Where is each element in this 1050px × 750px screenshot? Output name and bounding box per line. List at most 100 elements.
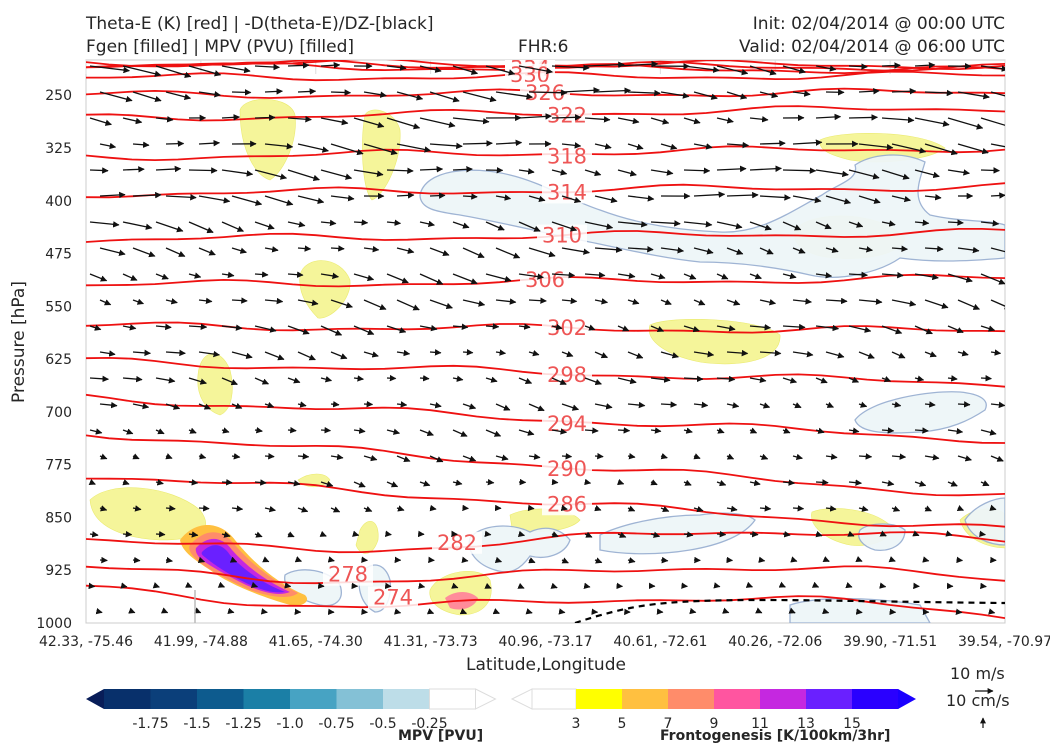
wind-vector — [221, 169, 254, 177]
y-tick-label: 1000 — [36, 616, 72, 632]
wind-vector — [561, 195, 582, 204]
wind-vector — [561, 142, 582, 149]
wind-vector — [122, 221, 153, 230]
wind-vector — [825, 246, 839, 254]
wind-vector — [198, 247, 216, 256]
wind-vector — [517, 582, 525, 589]
wind-vector — [297, 143, 329, 153]
wind-vector — [815, 427, 825, 434]
wind-vector — [924, 454, 940, 461]
wind-vector — [716, 427, 725, 434]
wind-vector — [419, 324, 438, 332]
wind-vector — [452, 166, 473, 173]
wind-vector — [726, 191, 759, 199]
mpv-colorbar-segment — [150, 689, 198, 709]
wind-vector — [947, 117, 984, 130]
wind-vector — [353, 375, 364, 382]
wind-vector — [881, 220, 896, 227]
wind-vector — [693, 191, 726, 198]
wind-vector — [594, 195, 618, 204]
wind-vector — [462, 193, 478, 200]
wind-vector — [528, 557, 536, 564]
wind-vector — [419, 117, 456, 128]
mpv-colorbar-extend-low — [86, 689, 104, 709]
y-tick-label: 400 — [45, 194, 72, 210]
mpv-colorbar: -1.75 -1.5 -1.25 -1.0 -0.75 -0.5 -0.25 — [86, 688, 497, 732]
wind-vector — [947, 480, 958, 487]
wind-vector — [989, 504, 997, 511]
x-tick-label: 40.26, -72.06 — [728, 634, 822, 650]
wind-vector — [980, 167, 1000, 174]
wind-vector — [419, 220, 435, 228]
wind-vector — [254, 169, 288, 180]
wind-vector — [759, 505, 772, 512]
wind-vector — [782, 167, 817, 174]
wind-vector — [716, 165, 747, 173]
y-axis-label: Pressure [hPa] — [9, 281, 29, 403]
wind-vector — [551, 271, 576, 279]
y-tick-label: 475 — [45, 247, 72, 263]
wind-vector — [693, 91, 718, 100]
wind-vector — [858, 143, 894, 151]
wind-vector — [848, 271, 868, 279]
wind-vector — [815, 530, 823, 538]
wind-vector — [627, 89, 661, 97]
wind-vector — [495, 91, 533, 100]
wind-vector — [152, 582, 160, 589]
wind-vector — [924, 505, 932, 512]
wind-vector — [792, 505, 805, 512]
fgen-colorbar-tick: 3 — [572, 716, 581, 732]
wind-vector — [188, 531, 199, 538]
wind-vector — [617, 325, 630, 332]
wind-vector — [330, 89, 352, 96]
wind-vector — [825, 505, 837, 512]
wind-vector — [881, 325, 903, 335]
wind-vector — [254, 325, 277, 333]
wind-vector — [221, 271, 235, 279]
wind-vector — [132, 349, 151, 357]
wind-vector — [287, 426, 297, 434]
wind-vector — [683, 325, 700, 333]
wind-vector — [330, 194, 355, 202]
theta-e-contour-label: 298 — [547, 363, 587, 387]
wind-vector — [250, 581, 259, 589]
wind-vector — [584, 61, 625, 68]
fgen-colorbar-segment — [668, 689, 715, 709]
wind-vector — [881, 62, 901, 69]
wind-vector — [294, 556, 303, 563]
wind-vector — [594, 143, 612, 150]
wind-vector — [660, 91, 690, 99]
wind-vector — [122, 530, 133, 538]
wind-vector — [561, 351, 574, 358]
wind-vector — [330, 453, 344, 461]
fgen-colorbar-segment — [622, 689, 669, 709]
wind-vector — [759, 402, 771, 409]
wind-vector — [650, 117, 670, 125]
wind-vector — [848, 376, 859, 383]
wind-vector — [484, 530, 492, 538]
wind-vector — [165, 140, 185, 147]
wind-vector — [452, 375, 464, 382]
wind-vector — [419, 65, 442, 73]
wind-vector — [264, 246, 279, 253]
wind-vector — [955, 608, 963, 615]
wind-vector — [461, 556, 469, 564]
wind-vector — [660, 401, 678, 408]
wind-vector — [231, 89, 252, 96]
wind-vector — [297, 299, 319, 306]
wind-vector — [320, 325, 343, 336]
wind-vector — [254, 221, 275, 230]
wind-vector — [947, 375, 958, 382]
wind-vector — [287, 62, 310, 69]
wind-vector — [782, 323, 806, 331]
wind-vector — [551, 169, 568, 176]
wind-vector — [716, 325, 736, 332]
wind-vector — [792, 247, 806, 254]
wind-vector — [221, 65, 251, 74]
wind-vector — [594, 452, 604, 460]
wind-vector — [627, 298, 640, 305]
wind-vector — [683, 273, 697, 280]
mpv-colorbar-tick: -1.5 — [183, 716, 210, 732]
wind-vector — [452, 117, 490, 125]
